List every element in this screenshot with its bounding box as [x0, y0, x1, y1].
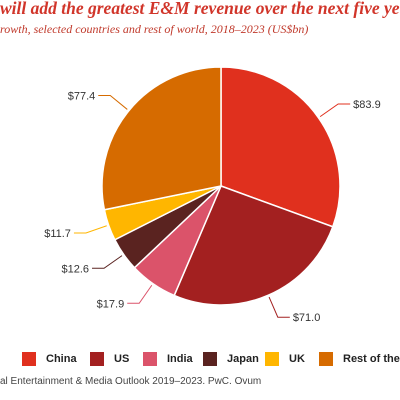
pie-slice-us [173, 185, 334, 306]
legend-label-uk: UK [289, 353, 305, 365]
legend-swatch-india [143, 352, 157, 366]
chart-subtitle: rowth, selected countries and rest of wo… [0, 22, 309, 36]
legend-item-us: US [90, 352, 129, 366]
leader-line-india [127, 284, 153, 304]
legend-swatch-rest-of-world [319, 352, 333, 366]
data-label-uk: $11.7 [44, 228, 71, 240]
legend-label-rest-of-world: Rest of the world [343, 353, 400, 365]
legend-swatch-us [90, 352, 104, 366]
legend-item-japan: Japan [203, 352, 259, 366]
legend-swatch-japan [203, 352, 217, 366]
pie-slices [101, 66, 341, 306]
source-note: al Entertainment & Media Outlook 2019–20… [0, 376, 262, 387]
pie-data-labels: $83.9 $71.0 $17.9 $12.6 $11.7 $77.4 [44, 91, 380, 325]
pie-slice-rest-of-the-world [101, 66, 222, 211]
legend-item-rest-of-world: Rest of the world [319, 352, 400, 366]
data-label-japan: $12.6 [61, 263, 89, 275]
legend-label-us: US [114, 353, 130, 365]
leader-line-uk [73, 225, 107, 234]
legend-swatch-china [22, 352, 36, 366]
data-label-rest-of-the-world: $77.4 [68, 91, 96, 103]
data-label-china: $83.9 [353, 99, 381, 111]
leader-line-us [268, 296, 290, 318]
chart-title: will add the greatest E&M revenue over t… [0, 0, 400, 18]
leader-line-japan [92, 255, 123, 269]
leader-line-rest-of-the-world [98, 95, 128, 110]
data-label-india: $17.9 [97, 298, 125, 310]
legend-label-japan: Japan [227, 353, 259, 365]
legend-item-uk: UK [265, 352, 305, 366]
legend-swatch-uk [265, 352, 279, 366]
data-label-us: $71.0 [293, 312, 321, 324]
legend-item-india: India [143, 352, 193, 366]
legend-label-china: China [46, 353, 77, 365]
leader-line-china [319, 103, 351, 118]
pie-slice-china [220, 66, 341, 228]
legend-item-china: China [22, 352, 77, 366]
pie-leader-lines [73, 95, 351, 318]
chart-legend: China US India Japan UK Rest of the worl… [0, 352, 400, 370]
legend-label-india: India [167, 353, 193, 365]
